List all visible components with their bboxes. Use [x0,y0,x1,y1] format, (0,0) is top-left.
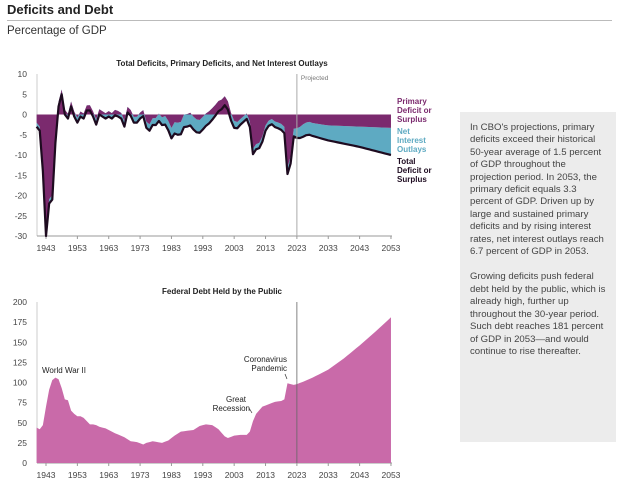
y-tick-label: 50 [18,418,28,428]
y-tick-label: -20 [15,191,28,201]
net-interest-area [36,89,391,236]
y-tick-label: -30 [15,231,28,241]
legend-interest: Net Interest Outlays [397,127,427,154]
x-tick-label: 1973 [131,470,150,480]
y-tick-label: 150 [13,337,27,347]
summary-paragraph: In CBO's projections, primary deficits e… [470,122,604,258]
x-tick-label: 2003 [225,470,244,480]
y-tick-label: 25 [18,438,28,448]
x-tick-label: 1973 [131,243,150,253]
summary-panel: In CBO's projections, primary deficits e… [460,112,616,442]
legend-total: Total Deficit or Surplus [397,157,432,184]
y-tick-label: -15 [15,170,28,180]
projected-label: Projected [301,75,329,82]
annotation-arrow [248,407,253,414]
y-tick-label: 5 [22,89,27,99]
x-tick-label: 1983 [162,243,181,253]
x-tick-label: 2013 [256,470,275,480]
divider [7,20,612,21]
annotation-arrow [284,373,288,380]
y-tick-label: -5 [19,130,27,140]
annotation-world-war-ii: World War II [42,366,86,375]
x-tick-label: 1943 [37,470,56,480]
x-tick-label: 1963 [99,470,118,480]
annotation-coronavirus-pandemic: Coronavirus Pandemic [244,355,287,373]
x-tick-label: 2053 [382,470,401,480]
y-tick-label: 200 [13,297,27,307]
x-tick-label: 1983 [162,470,181,480]
x-tick-label: 1993 [193,243,212,253]
x-tick-label: 2033 [319,243,338,253]
chart-title: Total Deficits, Primary Deficits, and Ne… [116,59,328,68]
y-tick-label: -10 [15,150,28,160]
chart-title: Federal Debt Held by the Public [162,287,283,296]
x-tick-label: 2003 [225,243,244,253]
summary-paragraph: Growing deficits push federal debt held … [470,271,606,357]
y-tick-label: 100 [13,378,27,388]
x-tick-label: 2013 [256,243,275,253]
page-title: Deficits and Debt [7,2,114,17]
y-tick-label: 175 [13,317,27,327]
y-tick-label: 75 [18,398,28,408]
x-tick-label: 2023 [287,470,306,480]
y-tick-label: 125 [13,357,27,367]
x-tick-label: 1953 [68,243,87,253]
x-tick-label: 1953 [68,470,87,480]
x-tick-label: 1943 [37,243,56,253]
x-tick-label: 2033 [319,470,338,480]
y-tick-label: 0 [22,110,27,120]
x-tick-label: 2043 [350,470,369,480]
legend-primary: Primary Deficit or Surplus [397,97,432,124]
page-subtitle: Percentage of GDP [7,25,107,37]
debt-area [36,317,391,463]
y-tick-label: -25 [15,211,28,221]
total-deficit-line [35,93,392,238]
y-tick-label: 0 [22,458,27,468]
x-tick-label: 2043 [350,243,369,253]
y-tick-label: 10 [18,69,28,79]
x-tick-label: 1963 [99,243,118,253]
x-tick-label: 1993 [193,470,212,480]
annotation-great-recession: Great Recession [213,395,250,413]
x-tick-label: 2053 [382,243,401,253]
x-tick-label: 2023 [287,243,306,253]
